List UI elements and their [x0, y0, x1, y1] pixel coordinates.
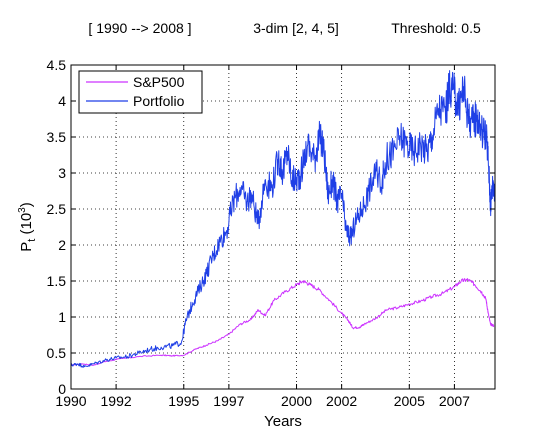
y-axis-label-exponent: 3 [17, 207, 28, 213]
y-tick-label: 4 [58, 93, 66, 109]
x-tick-label: 1995 [168, 393, 199, 409]
header-dimensions: 3-dim [2, 4, 5] [253, 20, 339, 36]
x-tick-label: 1997 [213, 393, 244, 409]
legend-label-portfolio: Portfolio [133, 93, 185, 109]
header-period: [ 1990 --> 2008 ] [88, 20, 191, 36]
x-tick-label: 1990 [55, 393, 86, 409]
y-tick-label: 3 [58, 165, 66, 181]
y-tick-labels: 0 0.5 1 1.5 2 2.5 3 3.5 4 4.5 [47, 57, 67, 397]
y-tick-label: 2.5 [47, 201, 67, 217]
y-tick-label: 2 [58, 237, 66, 253]
y-tick-label: 0 [58, 381, 66, 397]
y-tick-label: 1.5 [47, 273, 67, 289]
legend-label-sp500: S&P500 [133, 74, 185, 90]
y-tick-label: 4.5 [47, 57, 67, 73]
y-axis-label-subscript: t [26, 239, 38, 242]
x-tick-label: 2007 [439, 393, 470, 409]
x-tick-label: 2002 [326, 393, 357, 409]
x-tick-label: 2000 [281, 393, 312, 409]
legend: S&P500 Portfolio [78, 70, 203, 114]
series-line-portfolio [70, 70, 495, 368]
axis-ticks [70, 64, 495, 390]
x-tick-labels: 1990 1992 1995 1997 2000 2002 2005 2007 [55, 393, 470, 409]
y-tick-label: 0.5 [47, 345, 67, 361]
series-line-sp500 [70, 278, 495, 366]
y-axis-label-main: P [18, 242, 35, 252]
chart-header: [ 1990 --> 2008 ] 3-dim [2, 4, 5] Thresh… [88, 20, 481, 36]
legend-box [78, 70, 203, 114]
plot-frame [70, 64, 496, 390]
x-axis-label: Years [264, 413, 302, 430]
plot-series [70, 70, 495, 368]
grid [71, 65, 495, 389]
x-tick-label: 2005 [394, 393, 425, 409]
y-tick-label: 1 [58, 309, 66, 325]
x-tick-label: 1992 [101, 393, 132, 409]
y-tick-label: 3.5 [47, 129, 67, 145]
y-axis-label-unit-close: ) [18, 202, 35, 207]
y-axis-label: Pt (103) [17, 202, 38, 252]
y-axis-label-unit: (10 [18, 213, 35, 239]
header-threshold: Threshold: 0.5 [391, 20, 481, 36]
